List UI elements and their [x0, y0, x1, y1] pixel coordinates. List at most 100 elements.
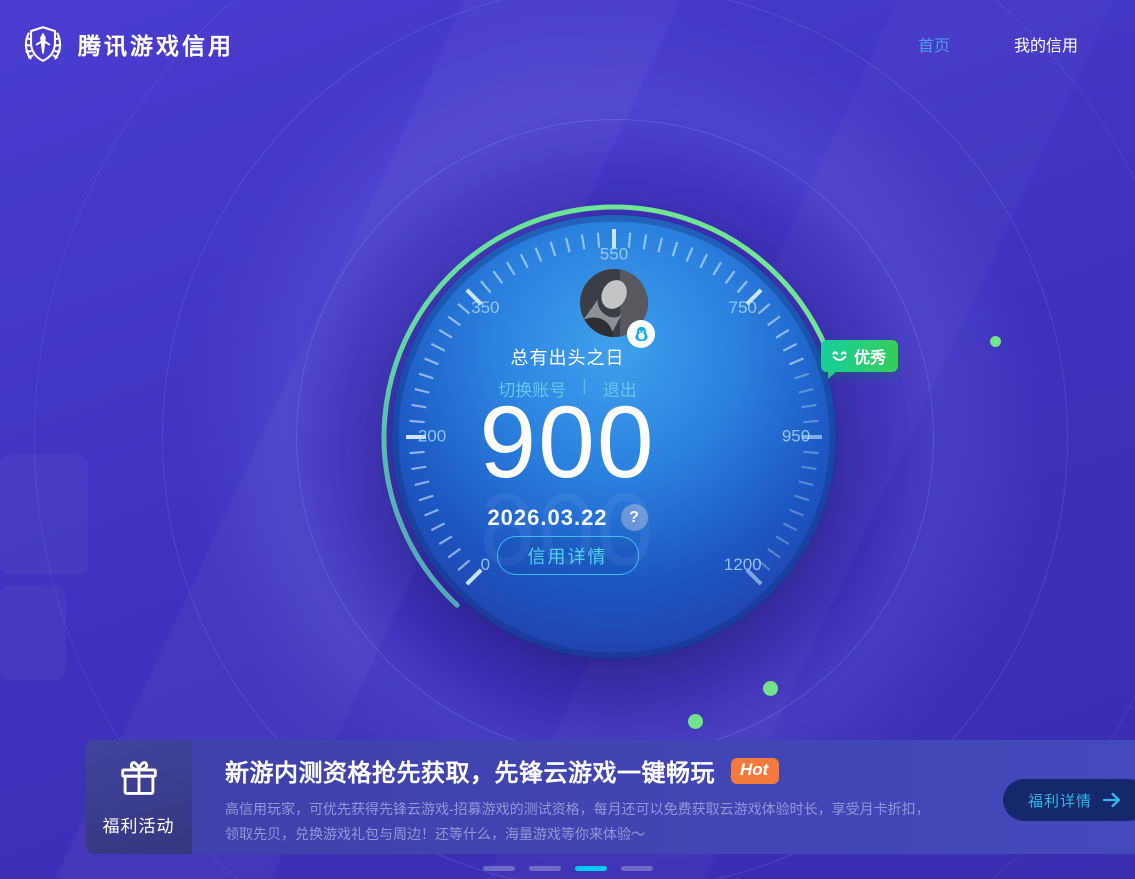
gauge-tick	[418, 494, 434, 502]
decor-dot-green	[763, 681, 778, 696]
gauge-tick	[519, 253, 529, 269]
gift-icon	[120, 761, 157, 795]
gauge-tick	[767, 547, 781, 559]
gauge-rim	[391, 214, 837, 660]
credit-score: 900	[479, 385, 656, 499]
level-badge-label: 优秀	[854, 350, 887, 367]
gauge-tick	[565, 237, 571, 253]
gauge-scale-label: 750	[729, 298, 757, 317]
gauge-tick	[671, 241, 679, 257]
gauge-tick	[627, 232, 632, 248]
username: 总有出头之日	[510, 348, 625, 368]
banner-category-label: 福利活动	[102, 817, 175, 836]
gauge-scale-label: 0	[481, 555, 490, 574]
gauge-tick	[745, 568, 763, 586]
gauge-tick	[801, 465, 817, 471]
gauge-tick	[699, 253, 709, 269]
decor-dot-green	[990, 336, 1001, 347]
gauge-tick	[465, 568, 483, 586]
gauge-tick	[465, 288, 483, 306]
smiley-icon	[832, 350, 847, 361]
gauge-tick	[409, 450, 425, 455]
gauge-tick	[782, 342, 798, 352]
background-ring	[34, 0, 1135, 879]
switch-account-link[interactable]: 切换账号	[498, 381, 567, 400]
header: 腾讯游戏信用 首页 我的信用	[0, 0, 1135, 88]
gauge-tick	[775, 535, 790, 546]
hot-badge: Hot	[731, 757, 780, 784]
gauge-tick	[492, 270, 504, 284]
arrow-right-icon	[1102, 792, 1121, 808]
promo-banner[interactable]: 福利活动 新游内测资格抢先获取，先锋云游戏一键畅玩 Hot 高信用玩家，可优先获…	[85, 740, 1135, 854]
banner-desc-line1: 高信用玩家，可优先获得先锋云游戏-招募游戏的测试资格，每月还可以免费获取云游戏体…	[225, 801, 930, 817]
banner-description: 高信用玩家，可优先获得先锋云游戏-招募游戏的测试资格，每月还可以免费获取云游戏体…	[225, 797, 930, 847]
gauge-tick	[411, 465, 427, 471]
gauge-scale-label: 350	[471, 298, 499, 317]
carousel-dot[interactable]	[482, 866, 515, 871]
gauge-tick	[549, 241, 557, 257]
decor-dot-green	[688, 714, 703, 729]
logout-link[interactable]: 退出	[602, 381, 637, 400]
gauge-tick	[411, 403, 427, 409]
gauge-tick	[789, 357, 804, 366]
gauge-tick	[424, 508, 439, 517]
gauge-tick	[596, 232, 601, 248]
gauge-scale-label: 1200	[724, 555, 762, 574]
qq-badge-icon	[627, 320, 655, 348]
background-photo-blur	[0, 455, 88, 575]
gauge-tick	[424, 357, 439, 366]
gauge-tick	[757, 303, 771, 315]
gauge-tick	[409, 419, 425, 424]
gauge-tick	[745, 288, 763, 306]
gauge-tick	[798, 388, 814, 394]
gauge-tick	[480, 280, 492, 294]
banner-title: 新游内测资格抢先获取，先锋云游戏一键畅玩	[225, 760, 715, 787]
gauge-tick	[418, 372, 434, 380]
links-divider: |	[582, 376, 587, 395]
gauge-tick	[724, 270, 736, 284]
banner-category-box: 福利活动	[85, 740, 192, 854]
account-links: 切换账号 | 退出	[0, 376, 1135, 401]
gauge-tick	[757, 559, 771, 571]
gauge-scale-label: 200	[418, 426, 446, 445]
gauge-tick	[775, 328, 790, 339]
gauge-tick	[447, 547, 461, 559]
benefit-detail-label: 福利详情	[1028, 792, 1093, 810]
gauge-tick	[447, 315, 461, 327]
nav-home[interactable]: 首页	[917, 38, 950, 55]
gauge-tick	[712, 261, 723, 276]
carousel-dot[interactable]	[574, 866, 607, 871]
gauge-tick	[801, 403, 817, 409]
background-photo-blur	[0, 585, 66, 680]
gauge-tick	[767, 315, 781, 327]
tencent-credit-logo-icon[interactable]	[20, 21, 66, 67]
gauge-tick	[794, 494, 810, 502]
gauge-tick	[803, 450, 819, 455]
gauge-progress-arc	[381, 204, 833, 608]
benefit-detail-button[interactable]: 福利详情	[1003, 779, 1135, 821]
gauge-tick	[505, 261, 516, 276]
gauge-tick	[642, 234, 648, 250]
gauge-scale-label: 550	[600, 244, 628, 263]
banner-desc-line2: 领取先贝，兑换游戏礼包与周边！还等什么，海量游戏等你来体验～	[225, 826, 645, 842]
gauge-tick	[794, 372, 810, 380]
gauge-tick	[803, 419, 819, 424]
gauge-tick	[789, 508, 804, 517]
carousel-dot[interactable]	[620, 866, 653, 871]
gauge-tick	[438, 535, 453, 546]
gauge-tick	[798, 480, 814, 486]
nav-my-credit[interactable]: 我的信用	[1013, 38, 1078, 55]
help-icon[interactable]: ?	[620, 504, 648, 531]
top-nav: 首页 我的信用	[918, 32, 1078, 56]
carousel-dot[interactable]	[528, 866, 561, 871]
score-date: 2026.03.22	[487, 504, 608, 530]
gauge-tick	[430, 342, 446, 352]
banner-body: 新游内测资格抢先获取，先锋云游戏一键畅玩 Hot 高信用玩家，可优先获得先锋云游…	[225, 753, 930, 847]
gauge-tick	[685, 247, 694, 262]
gauge-tick	[580, 234, 586, 250]
gauge-tick	[657, 237, 663, 253]
carousel-indicators	[0, 866, 1135, 871]
credit-detail-button[interactable]: 信用详情	[496, 536, 639, 575]
app-title: 腾讯游戏信用	[78, 33, 234, 59]
